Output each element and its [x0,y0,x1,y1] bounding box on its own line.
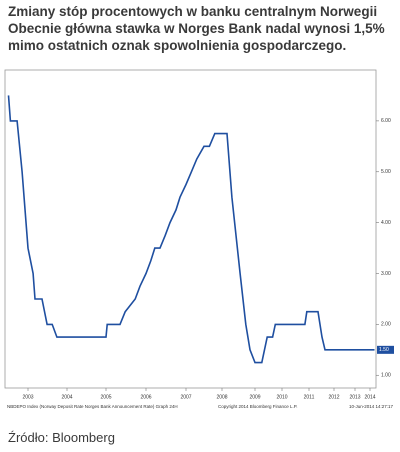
end-label-box [377,345,394,354]
title: Zmiany stóp procentowych w banku central… [8,3,398,54]
source: Źródło: Bloomberg [8,430,115,445]
y-tick-label: 6.00 [381,118,391,124]
title-line: Zmiany stóp procentowych w banku central… [8,4,378,19]
y-tick-label: 1.00 [381,373,391,379]
footer-right: 10-Jun-2014 14:27:17 [349,404,394,409]
x-tick-label: 2011 [304,394,315,400]
x-tick-label: 2005 [100,394,111,400]
x-tick-label: 2003 [22,394,33,400]
plot-frame [4,69,377,389]
x-tick-label: 2009 [249,394,260,400]
y-tick-label: 4.00 [381,220,391,226]
x-tick-label: 2004 [61,394,72,400]
x-tick-label: 2012 [328,394,339,400]
y-tick-label: 5.00 [381,169,391,175]
y-tick-label: 3.00 [381,271,391,277]
title-line: mimo ostatnich oznak spowolnienia gospod… [8,38,347,53]
x-tick-label: 2010 [276,394,287,400]
x-tick-label: 2014 [364,394,375,400]
title-line: Obecnie główna stawka w Norges Bank nada… [8,21,385,36]
x-tick-label: 2006 [140,394,151,400]
footer-mid: Copyright 2014 Bloomberg Finance L.P. [218,404,297,409]
rate-line [7,95,375,364]
y-tick-label: 2.00 [381,322,391,328]
x-tick-label: 2008 [216,394,227,400]
x-tick-label: 2013 [349,394,360,400]
end-label: 1.50 [379,347,389,353]
footer-left: NBDEPO Index (Norway Deposit Rate Norges… [7,404,178,409]
x-tick-label: 2007 [180,394,191,400]
